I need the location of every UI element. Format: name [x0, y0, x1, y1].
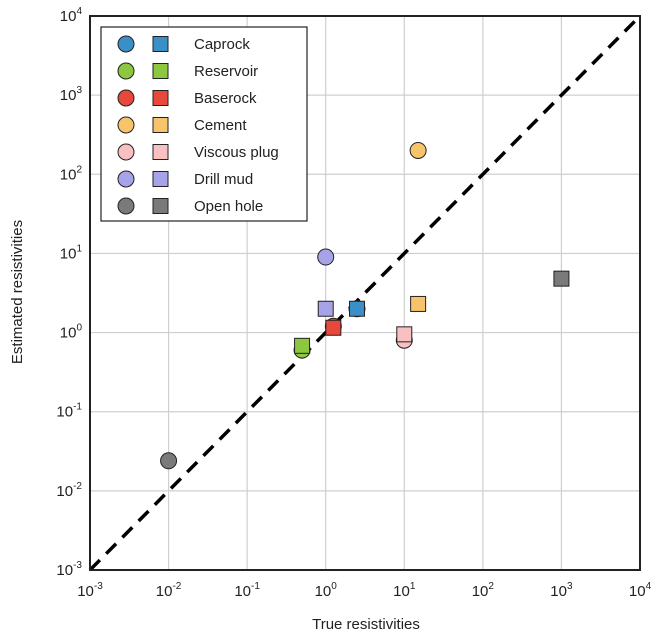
reference-line — [88, 14, 642, 572]
y-tick-label: 104 — [60, 6, 83, 25]
legend-circle-marker — [117, 89, 135, 107]
x-tick-label: 10-2 — [156, 581, 182, 600]
x-tick-label: 103 — [550, 581, 573, 600]
y-tick-label: 10-3 — [56, 560, 82, 579]
x-tick-label: 102 — [472, 581, 495, 600]
legend-label: Cement — [194, 117, 247, 134]
caprock-square-point — [348, 300, 365, 317]
legend-square-marker — [152, 90, 169, 106]
x-tick-label: 10-3 — [77, 581, 103, 600]
legend-label: Drill mud — [194, 171, 253, 188]
reservoir-square-point — [294, 337, 311, 354]
open-hole-circle-point — [160, 452, 178, 470]
y-tick-label: 100 — [60, 323, 83, 342]
legend-square-marker — [152, 36, 169, 52]
x-tick-label: 104 — [629, 581, 652, 600]
y-axis-label: Estimated resistivities — [9, 220, 26, 364]
legend-label: Open hole — [194, 198, 263, 215]
data-points — [160, 141, 570, 470]
legend-square-marker — [152, 144, 169, 160]
legend-label: Caprock — [194, 36, 250, 53]
y-tick-label: 103 — [60, 85, 83, 104]
legend: Caprock Reservoir Baserock Cement Viscous pl… — [100, 26, 308, 222]
legend-label: Reservoir — [194, 63, 258, 80]
legend-circle-marker — [117, 143, 135, 161]
x-axis-label: True resistivities — [312, 616, 420, 633]
legend-circle-marker — [117, 170, 135, 188]
baserock-square-point — [325, 319, 342, 336]
cement-square-point — [410, 295, 427, 312]
y-tick-label: 10-1 — [56, 402, 82, 421]
legend-square-marker — [152, 117, 169, 133]
legend-circle-marker — [117, 35, 135, 53]
legend-box — [100, 26, 308, 222]
cement-circle-point — [409, 141, 427, 159]
drill-mud-square-point — [317, 300, 334, 317]
x-tick-label: 100 — [315, 581, 338, 600]
legend-square-marker — [152, 63, 169, 79]
open-hole-square-point — [553, 270, 570, 287]
x-tick-label: 101 — [393, 581, 416, 600]
tick-labels: 10-3 10-3 10-2 10-2 10-1 10-1 100 100 101 101 102 1… — [56, 6, 651, 600]
viscous-plug-square-point — [396, 326, 413, 343]
legend-circle-marker — [117, 116, 135, 134]
y-tick-label: 102 — [60, 164, 83, 183]
y-tick-label: 10-2 — [56, 481, 82, 500]
drill-mud-circle-point — [317, 248, 335, 266]
x-tick-label: 10-1 — [234, 581, 260, 600]
legend-square-marker — [152, 171, 169, 187]
y-tick-label: 101 — [60, 243, 83, 262]
plot-frame — [89, 15, 641, 571]
legend-square-marker — [152, 198, 169, 214]
legend-circle-marker — [117, 62, 135, 80]
legend-label: Baserock — [194, 90, 257, 107]
legend-label: Viscous plug — [194, 144, 279, 161]
legend-circle-marker — [117, 197, 135, 215]
